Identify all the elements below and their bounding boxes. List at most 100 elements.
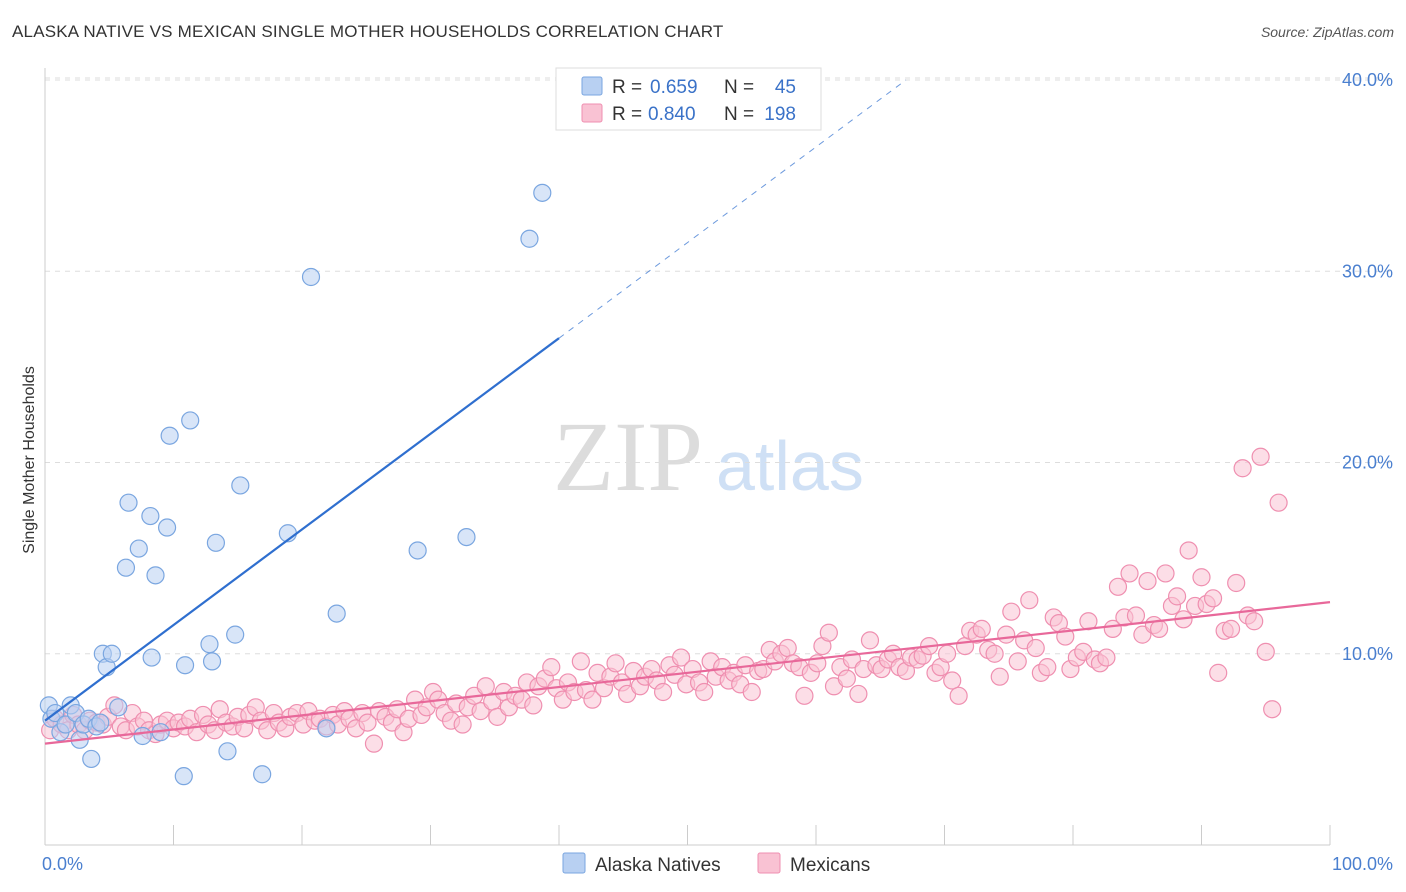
bottom-legend-swatch-alaska-natives (562, 852, 586, 874)
mexicans-point-128 (795, 686, 814, 705)
mexicans-point-162 (997, 625, 1016, 644)
mexicans-point-85 (542, 658, 561, 677)
alaska-natives-point-31 (202, 652, 222, 671)
source-label: Source: ZipAtlas.com (1260, 24, 1394, 40)
alaska-natives-point-16 (109, 698, 128, 717)
legend-r-value-1: 0.659 (650, 77, 698, 98)
y-axis-label: Single Mother Households (21, 366, 38, 554)
legend-n-value-1: 45 (775, 77, 796, 98)
alaska-natives-point-40 (327, 604, 346, 623)
bottom-legend-mexicans: Mexicans (790, 855, 870, 876)
alaska-natives-point-15 (102, 644, 121, 663)
legend-n-label-2: N = (724, 104, 754, 125)
mexicans-point-107 (671, 648, 691, 667)
x-tick-max: 100.0% (1332, 854, 1393, 874)
legend-n-label-1: N = (724, 77, 754, 98)
mexicans-point-111 (695, 682, 714, 702)
alaska-natives-point-12 (91, 713, 110, 732)
alaska-natives-point-44 (533, 183, 552, 202)
mexicans-point-183 (1120, 564, 1139, 583)
alaska-natives-point-18 (119, 493, 138, 512)
alaska-natives-point-21 (141, 506, 160, 526)
mexicans-point-90 (571, 652, 590, 671)
mexicans-point-164 (1008, 652, 1027, 671)
alaska-natives-point-27 (174, 767, 193, 786)
mexicans-point-189 (1156, 564, 1175, 583)
alaska-natives-trend-line (44, 337, 560, 722)
mexicans-point-204 (1245, 612, 1264, 631)
mexicans-point-184 (1126, 606, 1146, 625)
mexicans-point-161 (990, 667, 1009, 686)
legend-n-value-2: 198 (764, 104, 796, 125)
alaska-natives-trend-extension (558, 79, 907, 339)
mexicans-point-207 (1263, 700, 1282, 719)
y-tick-label-30: 30.0% (1342, 261, 1393, 281)
mexicans-point-205 (1251, 447, 1270, 466)
alaska-natives-point-42 (457, 527, 476, 547)
mexicans-point-163 (1002, 602, 1021, 621)
alaska-natives-point-32 (206, 533, 226, 552)
alaska-natives-point-4 (56, 715, 75, 734)
mexicans-point-188 (1149, 619, 1169, 638)
mexicans-point-160 (985, 644, 1004, 663)
alaska-natives-point-38 (301, 267, 321, 287)
bottom-legend-swatch-mexicans (757, 852, 781, 874)
mexicans-point-181 (1108, 577, 1128, 596)
y-tick-labels: 10.0% 20.0% 30.0% 40.0% (1342, 70, 1393, 664)
mexicans-point-154 (949, 686, 968, 705)
mexicans-point-55 (364, 734, 384, 753)
mexicans-point-197 (1203, 589, 1223, 608)
mexicans-point-74 (476, 677, 495, 696)
mexicans-point-54 (358, 713, 377, 732)
bottom-legend-alaska-natives: Alaska Natives (595, 855, 721, 876)
mexicans-point-137 (849, 684, 868, 704)
y-tick-label-40: 40.0% (1342, 70, 1393, 90)
alaska-natives-point-22 (142, 648, 161, 667)
alaska-natives-point-35 (231, 476, 250, 495)
alaska-natives-point-23 (146, 566, 165, 585)
mexicans-point-193 (1179, 541, 1198, 560)
mexicans-point-200 (1221, 619, 1241, 638)
mexicans-point-166 (1020, 591, 1039, 610)
y-tick-label-10: 10.0% (1342, 644, 1393, 664)
alaska-natives-point-30 (200, 635, 219, 654)
mexicans-point-191 (1167, 587, 1187, 606)
mexicans-point-179 (1097, 648, 1116, 667)
mexicans-point-92 (583, 690, 602, 709)
mexicans-point-139 (860, 631, 880, 650)
y-tick-label-20: 20.0% (1342, 453, 1393, 473)
mexicans-point-152 (937, 644, 957, 663)
mexicans-point-208 (1269, 493, 1288, 512)
mexicans-point-132 (819, 623, 838, 642)
alaska-natives-point-17 (116, 558, 136, 577)
watermark-atlas: atlas (716, 427, 864, 505)
alaska-natives-points (39, 183, 552, 786)
x-tick-min: 0.0% (42, 854, 83, 874)
alaska-natives-point-20 (133, 726, 152, 746)
alaska-natives-point-43 (520, 229, 539, 248)
alaska-natives-point-33 (218, 742, 237, 761)
legend-r-value-2: 0.840 (648, 104, 696, 125)
alaska-natives-point-41 (408, 541, 427, 560)
mexicans-point-167 (1026, 638, 1045, 658)
legend-swatch-alaska-natives (581, 76, 603, 96)
mexicans-point-169 (1038, 658, 1057, 677)
legend-r-label-1: R = (612, 77, 642, 98)
alaska-natives-point-28 (175, 656, 195, 675)
legend-swatch-mexicans (581, 103, 603, 123)
alaska-natives-point-10 (82, 749, 101, 769)
alaska-natives-point-19 (129, 539, 148, 558)
legend: R = 0.659 N = 45 R = 0.840 N = 198 (555, 67, 822, 131)
bottom-legend: Alaska Natives Mexicans (562, 852, 870, 876)
mexicans-point-82 (524, 696, 543, 715)
trend-lines (44, 79, 1331, 745)
alaska-natives-point-26 (160, 426, 179, 445)
gridlines (45, 77, 1395, 655)
alaska-natives-point-39 (317, 719, 336, 738)
watermark-zip: ZIP (553, 401, 703, 512)
alaska-natives-point-36 (253, 765, 272, 784)
mexicans-point-198 (1209, 663, 1228, 682)
alaska-natives-point-34 (226, 625, 245, 644)
mexicans-point-206 (1256, 642, 1275, 661)
